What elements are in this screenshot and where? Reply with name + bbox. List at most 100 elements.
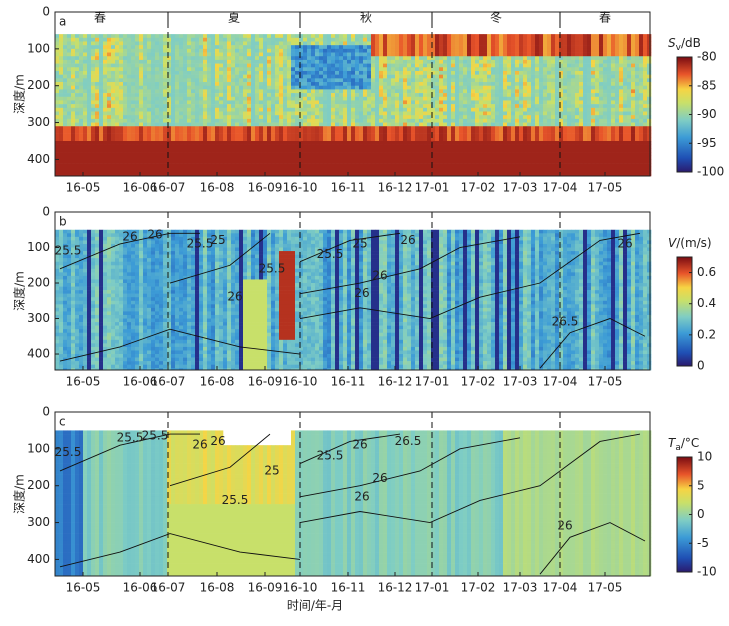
heatmap-cell — [299, 126, 304, 131]
heatmap-cell — [479, 93, 484, 98]
heatmap-cell — [395, 78, 400, 83]
heatmap-cell — [555, 100, 560, 105]
heatmap-cell — [487, 52, 492, 57]
heatmap-cell — [411, 122, 416, 127]
heatmap-cell — [183, 148, 188, 153]
heatmap-cell — [499, 100, 504, 105]
heatmap-cell — [83, 96, 88, 101]
heatmap-cell — [207, 115, 212, 120]
heatmap-cell — [555, 107, 560, 112]
heatmap-cell — [307, 148, 312, 153]
heatmap-cell — [127, 70, 132, 75]
heatmap-cell — [91, 144, 96, 149]
heatmap-cell — [115, 107, 120, 112]
heatmap-cell — [335, 137, 340, 142]
heatmap-cell — [539, 96, 544, 101]
heatmap-cell — [99, 82, 104, 87]
heatmap-cell — [199, 96, 204, 101]
heatmap-cell — [55, 74, 60, 79]
heatmap-cell — [315, 37, 320, 42]
heatmap-cell — [467, 37, 472, 42]
heatmap-cell — [467, 159, 472, 164]
heatmap-cell — [499, 48, 504, 53]
heatmap-cell — [371, 93, 376, 98]
heatmap-cell — [239, 41, 244, 46]
heatmap-cell — [319, 140, 324, 145]
heatmap-cell — [175, 129, 180, 134]
heatmap-cell — [75, 85, 80, 90]
heatmap-cell — [431, 115, 436, 120]
heatmap-cell — [331, 96, 336, 101]
heatmap-cell — [359, 70, 364, 75]
heatmap-cell — [471, 140, 476, 145]
heatmap-cell — [527, 115, 532, 120]
heatmap-cell — [455, 70, 460, 75]
heatmap-cell — [187, 82, 192, 87]
heatmap-cell — [71, 85, 76, 90]
heatmap-cell — [395, 45, 400, 50]
heatmap-cell — [227, 85, 232, 90]
heatmap-cell — [311, 59, 316, 64]
heatmap-cell — [435, 78, 440, 83]
heatmap-cell — [555, 170, 560, 175]
heatmap-cell — [379, 100, 384, 105]
heatmap-cell — [59, 163, 64, 168]
heatmap-cell — [279, 122, 284, 127]
heatmap-cell — [451, 107, 456, 112]
heatmap-cell — [327, 129, 332, 134]
heatmap-cell — [139, 37, 144, 42]
heatmap-cell — [507, 166, 512, 171]
heatmap-cell — [307, 133, 312, 138]
heatmap-cell — [235, 100, 240, 105]
heatmap-cell — [363, 67, 368, 72]
heatmap-cell — [63, 70, 68, 75]
heatmap-cell — [387, 137, 392, 142]
heatmap-cell — [395, 41, 400, 46]
heatmap-cell — [127, 166, 132, 171]
heatmap-cell — [231, 115, 236, 120]
heatmap-cell — [327, 174, 332, 177]
heatmap-cell — [139, 115, 144, 120]
heatmap-cell — [203, 93, 208, 98]
heatmap-cell — [515, 118, 520, 123]
heatmap-cell — [319, 137, 324, 142]
heatmap-cell — [455, 89, 460, 94]
heatmap-cell — [447, 96, 452, 101]
heatmap-cell — [127, 74, 132, 79]
heatmap-cell — [195, 45, 200, 50]
heatmap-cell — [503, 34, 508, 39]
heatmap-cell — [471, 67, 476, 72]
heatmap-cell — [219, 70, 224, 75]
heatmap-cell — [539, 133, 544, 138]
heatmap-cell — [219, 163, 224, 168]
heatmap-cell — [435, 96, 440, 101]
heatmap-cell — [363, 93, 368, 98]
heatmap-cell — [83, 70, 88, 75]
heatmap-cell — [319, 56, 324, 61]
heatmap-cell — [243, 129, 248, 134]
heatmap-cell — [59, 96, 64, 101]
heatmap-cell — [183, 96, 188, 101]
heatmap-cell — [531, 48, 536, 53]
heatmap-cell — [227, 152, 232, 157]
heatmap-cell — [139, 93, 144, 98]
heatmap-cell — [71, 96, 76, 101]
heatmap-cell — [419, 100, 424, 105]
heatmap-cell — [171, 48, 176, 53]
heatmap-cell — [487, 70, 492, 75]
heatmap-cell — [55, 115, 60, 120]
heatmap-cell — [327, 67, 332, 72]
heatmap-cell — [107, 34, 112, 39]
heatmap-cell — [259, 159, 264, 164]
heatmap-cell — [491, 170, 496, 175]
heatmap-cell — [207, 48, 212, 53]
heatmap-cell — [251, 34, 256, 39]
heatmap-cell — [207, 85, 212, 90]
heatmap-cell — [187, 74, 192, 79]
heatmap-cell — [151, 41, 156, 46]
heatmap-cell — [107, 78, 112, 83]
heatmap-cell — [243, 59, 248, 64]
heatmap-cell — [427, 34, 432, 39]
heatmap-cell — [179, 159, 184, 164]
heatmap-cell — [479, 74, 484, 79]
